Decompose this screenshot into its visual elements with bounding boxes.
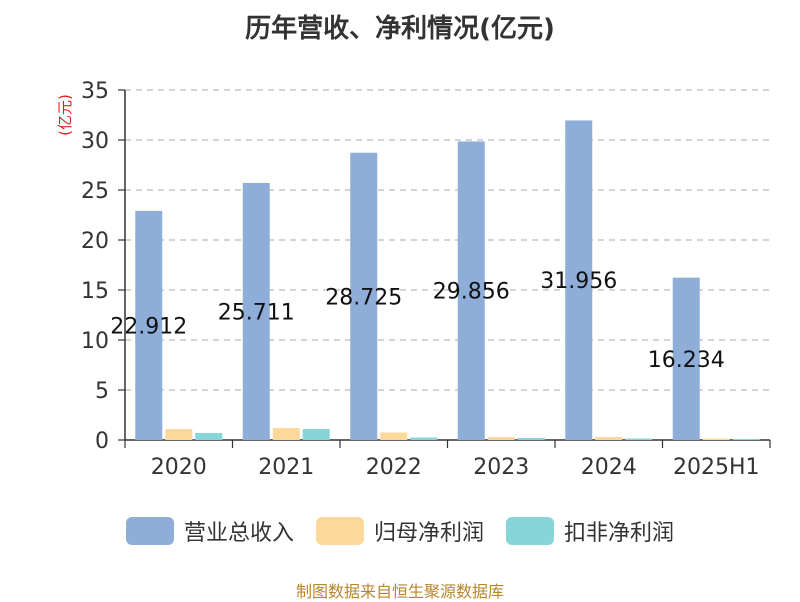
bar-1 xyxy=(135,210,163,440)
y-tick-label: 5 xyxy=(95,379,109,404)
bar-1 xyxy=(457,141,485,440)
legend-item[interactable]: 扣非净利润 xyxy=(506,515,674,547)
bar-3 xyxy=(195,433,223,440)
bar-2 xyxy=(487,437,515,440)
bar-1 xyxy=(672,277,700,440)
bar-2 xyxy=(702,438,730,440)
bar-2 xyxy=(595,437,623,440)
data-source-footer: 制图数据来自恒生聚源数据库 xyxy=(295,582,504,601)
x-tick-label: 2020 xyxy=(151,455,207,480)
bar-3 xyxy=(302,429,330,440)
legend-label: 营业总收入 xyxy=(183,521,294,546)
bar-value-label: 29.856 xyxy=(433,280,510,305)
y-tick-label: 35 xyxy=(81,79,109,104)
bar-value-label: 25.711 xyxy=(218,300,295,325)
legend-label: 归母净利润 xyxy=(373,521,484,546)
bar-3 xyxy=(410,437,438,440)
bar-2 xyxy=(165,429,193,440)
bar-3 xyxy=(517,438,545,440)
x-tick-label: 2022 xyxy=(366,455,422,480)
chart-title: 历年营收、净利情况(亿元) xyxy=(245,14,555,44)
y-tick-label: 20 xyxy=(81,229,109,254)
y-tick-label: 10 xyxy=(81,329,109,354)
y-tick-label: 15 xyxy=(81,279,109,304)
x-tick-label: 2025H1 xyxy=(673,455,760,480)
x-tick-label: 2023 xyxy=(473,455,529,480)
y-axis-unit-label: (亿元) xyxy=(56,94,74,136)
bar-2 xyxy=(272,428,300,440)
y-tick-label: 25 xyxy=(81,179,109,204)
x-tick-label: 2021 xyxy=(258,455,314,480)
legend-swatch xyxy=(125,517,174,545)
bar-3 xyxy=(625,438,653,440)
legend: 营业总收入 归母净利润 扣非净利润 xyxy=(0,515,800,547)
bar-value-label: 22.912 xyxy=(110,314,187,339)
bar-1 xyxy=(242,182,270,440)
bar-value-label: 28.725 xyxy=(325,285,402,310)
bar-value-label: 16.234 xyxy=(648,348,725,373)
y-tick-label: 0 xyxy=(95,429,109,454)
bar-1 xyxy=(350,152,378,440)
legend-item[interactable]: 营业总收入 xyxy=(125,515,294,547)
legend-item[interactable]: 归母净利润 xyxy=(315,515,484,547)
bar-2 xyxy=(380,432,408,440)
y-tick-label: 30 xyxy=(81,129,109,154)
x-tick-label: 2024 xyxy=(581,455,637,480)
legend-swatch xyxy=(506,517,554,545)
bar-1 xyxy=(565,120,593,440)
legend-label: 扣非净利润 xyxy=(564,521,675,546)
bar-value-label: 31.956 xyxy=(540,269,617,294)
bar-3 xyxy=(732,439,760,440)
legend-swatch xyxy=(315,517,364,545)
